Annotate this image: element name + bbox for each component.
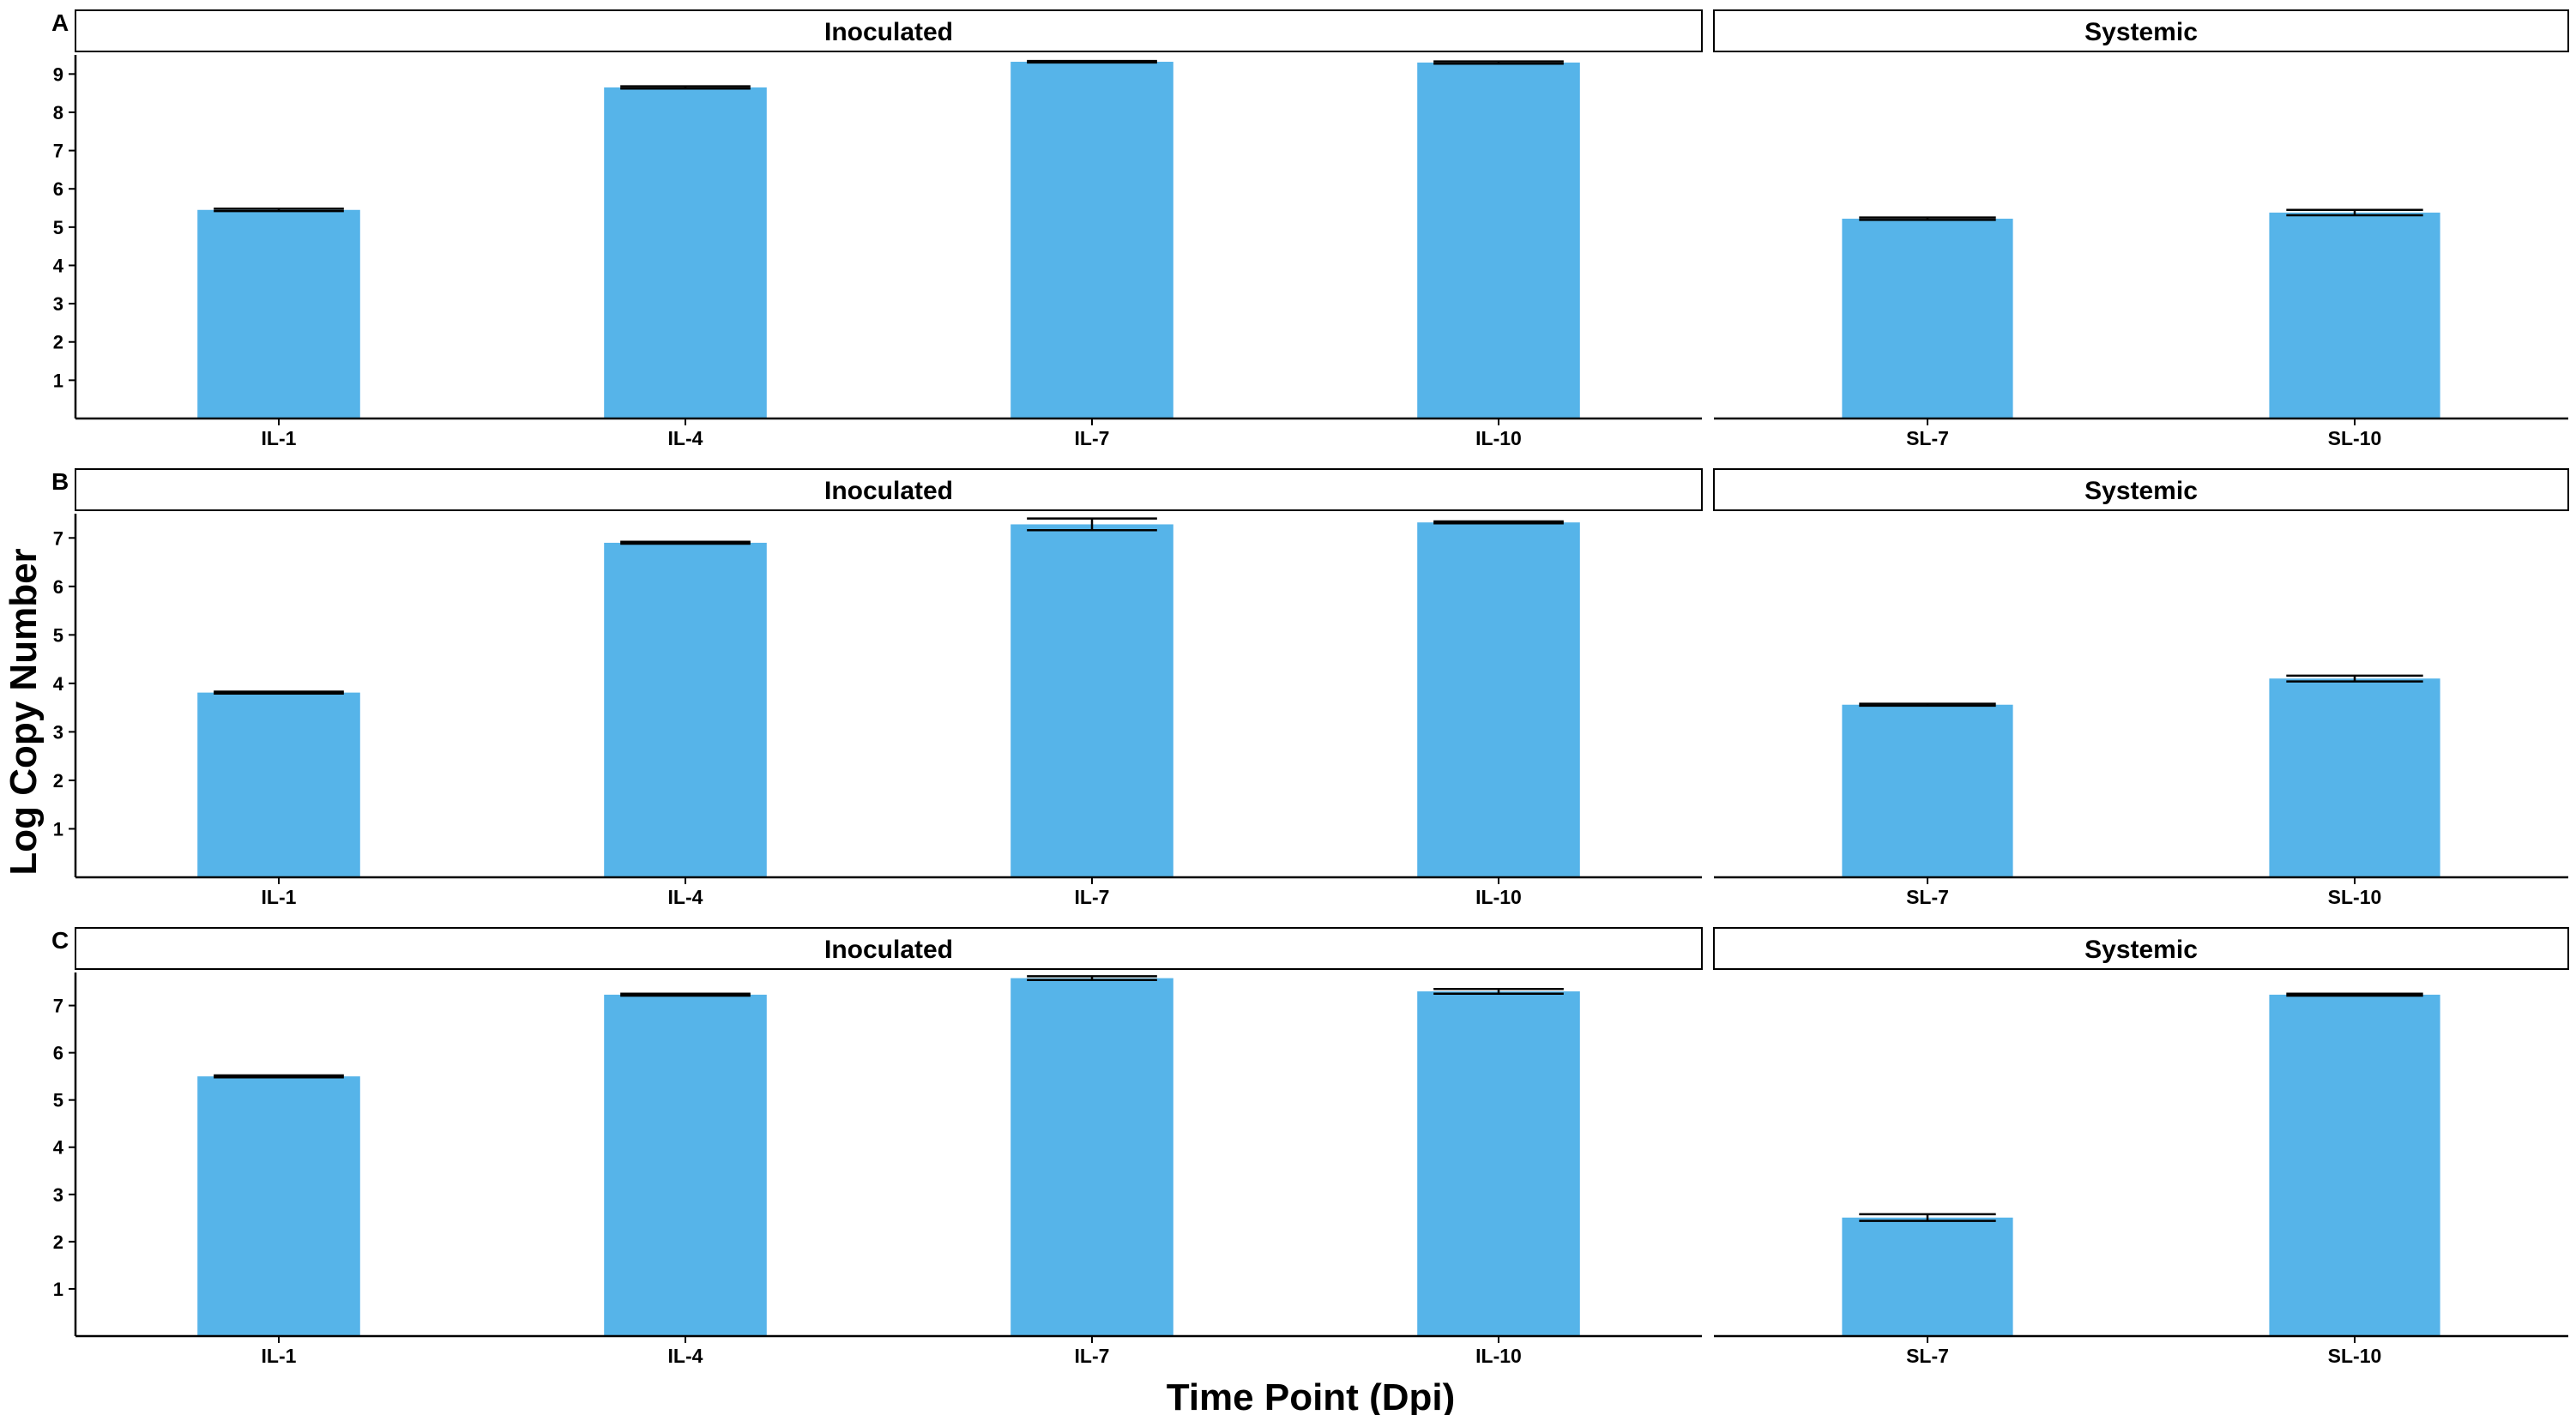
x-tick-label: IL-1 — [262, 1345, 297, 1367]
facet-strip — [1713, 927, 2569, 970]
bar — [1010, 62, 1173, 418]
facet-title: Inoculated — [824, 18, 953, 46]
x-tick-label: SL-7 — [1906, 886, 1949, 908]
error-bar — [620, 540, 751, 545]
y-tick-label: 4 — [53, 255, 64, 276]
facet-title: Systemic — [2084, 477, 2198, 505]
y-tick-label: 3 — [53, 293, 63, 315]
error-bar — [1859, 1213, 1996, 1222]
error-bar — [1027, 59, 1157, 64]
y-tick-label: 1 — [53, 370, 63, 391]
x-tick-label: IL-4 — [668, 1345, 703, 1367]
x-tick-label: IL-1 — [262, 427, 297, 449]
error-bar — [214, 690, 344, 695]
bar — [604, 542, 767, 877]
y-tick-label: 6 — [53, 178, 63, 200]
bar — [197, 209, 360, 418]
error-bar — [214, 208, 344, 213]
y-tick-label: 7 — [53, 141, 63, 162]
bar — [1010, 978, 1173, 1336]
facet-strip — [1713, 468, 2569, 511]
panel-letter: C — [51, 927, 69, 954]
bar — [2269, 678, 2440, 877]
y-tick-label: 5 — [53, 217, 63, 238]
x-tick-label: IL-10 — [1475, 427, 1522, 449]
bar — [604, 87, 767, 419]
bar — [197, 1076, 360, 1336]
y-tick-label: 2 — [53, 332, 63, 353]
bar — [2269, 212, 2440, 418]
x-tick-label: IL-7 — [1075, 1345, 1110, 1367]
facet-strip — [75, 468, 1703, 511]
facet-title: Systemic — [2084, 936, 2198, 964]
y-tick-label: 8 — [53, 102, 63, 123]
y-tick-label: 7 — [53, 527, 63, 549]
x-tick-label: SL-10 — [2328, 427, 2382, 449]
y-tick-label: 2 — [53, 1231, 63, 1253]
error-bar — [620, 992, 751, 997]
y-tick-label: 6 — [53, 1043, 63, 1064]
panel-row-b: B Inoculated IL-1 IL-4 IL-7 IL-10 1 2 3 4 5 6 7 Syste… — [51, 468, 2569, 908]
x-tick-label: IL-10 — [1475, 1345, 1522, 1367]
y-tick-label: 7 — [53, 996, 63, 1017]
error-bar — [1433, 988, 1564, 996]
error-bar — [620, 85, 751, 90]
y-tick-label: 5 — [53, 1090, 63, 1111]
x-tick-label: IL-4 — [668, 427, 703, 449]
y-tick-label: 1 — [53, 1279, 63, 1300]
y-tick-label: 9 — [53, 63, 63, 85]
bar — [197, 692, 360, 877]
x-tick-label: IL-7 — [1075, 886, 1110, 908]
error-bar — [1859, 216, 1996, 221]
x-tick-label: IL-4 — [668, 886, 703, 908]
y-axis-title: Log Copy Number — [3, 548, 45, 875]
y-tick-label: 6 — [53, 576, 63, 598]
chart-panels: A Inoculated IL-1 IL-4 IL-7 IL-10 1 2 3 4 5 6 7 8 9 Sys… — [51, 9, 2569, 1367]
bar — [2269, 994, 2440, 1336]
error-bar — [2286, 674, 2423, 683]
facet-title: Inoculated — [824, 936, 953, 964]
x-tick-label: SL-10 — [2328, 886, 2382, 908]
x-tick-label: IL-10 — [1475, 886, 1522, 908]
panel-row-a: A Inoculated IL-1 IL-4 IL-7 IL-10 1 2 3 4 5 6 7 8 9 Sys… — [51, 9, 2569, 449]
error-bar — [1027, 517, 1157, 532]
y-tick-label: 3 — [53, 721, 63, 743]
x-tick-label: IL-7 — [1075, 427, 1110, 449]
facet-strip — [75, 9, 1703, 52]
facet-title: Systemic — [2084, 18, 2198, 46]
facet-title: Inoculated — [824, 477, 953, 505]
y-tick-label: 3 — [53, 1184, 63, 1206]
error-bar — [214, 1074, 344, 1079]
y-tick-label: 1 — [53, 818, 63, 840]
bar — [1842, 1217, 2013, 1336]
x-tick-label: SL-7 — [1906, 1345, 1949, 1367]
error-bar — [2286, 992, 2423, 997]
bar — [1417, 522, 1580, 877]
x-axis-title: Time Point (Dpi) — [1167, 1376, 1456, 1415]
error-bar — [1859, 702, 1996, 708]
x-tick-label: SL-10 — [2328, 1345, 2382, 1367]
bar — [1417, 991, 1580, 1336]
bar — [1010, 524, 1173, 877]
panel-letter: B — [51, 468, 69, 495]
y-tick-label: 4 — [53, 1137, 64, 1159]
error-bar — [1433, 520, 1564, 525]
y-tick-label: 4 — [53, 673, 64, 695]
error-bar — [2286, 208, 2423, 217]
x-tick-label: IL-1 — [262, 886, 297, 908]
panel-row-c: C Inoculated IL-1 IL-4 IL-7 IL-10 1 2 3 4 5 6 7 Syste… — [51, 927, 2569, 1367]
panel-letter: A — [51, 9, 69, 36]
y-tick-label: 5 — [53, 624, 63, 646]
bar — [1842, 219, 2013, 418]
error-bar — [1027, 975, 1157, 982]
bar — [604, 994, 767, 1336]
facet-strip — [1713, 9, 2569, 52]
error-bar — [1433, 60, 1564, 65]
y-tick-label: 2 — [53, 770, 63, 792]
x-tick-label: SL-7 — [1906, 427, 1949, 449]
bar — [1417, 62, 1580, 418]
bar — [1842, 704, 2013, 877]
facet-strip — [75, 927, 1703, 970]
